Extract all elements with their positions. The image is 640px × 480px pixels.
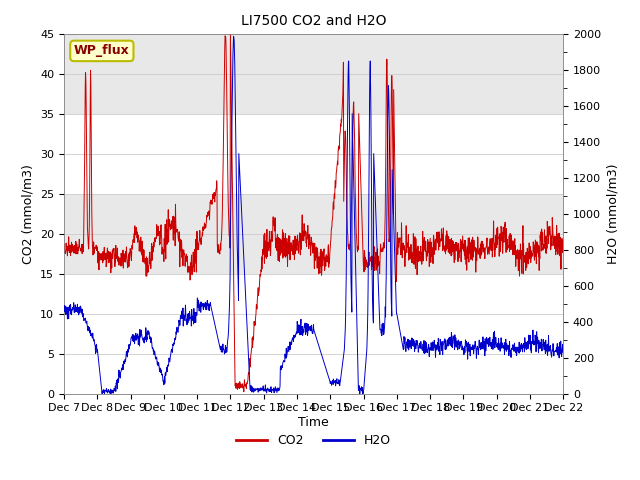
Bar: [64, 34, 563, 114]
Legend: CO2, H2O: CO2, H2O: [231, 429, 396, 452]
Bar: [64, 193, 563, 274]
Title: LI7500 CO2 and H2O: LI7500 CO2 and H2O: [241, 14, 387, 28]
Y-axis label: H2O (mmol/m3): H2O (mmol/m3): [607, 163, 620, 264]
X-axis label: Time: Time: [298, 416, 329, 429]
Text: WP_flux: WP_flux: [74, 44, 130, 58]
Y-axis label: CO2 (mmol/m3): CO2 (mmol/m3): [22, 164, 35, 264]
